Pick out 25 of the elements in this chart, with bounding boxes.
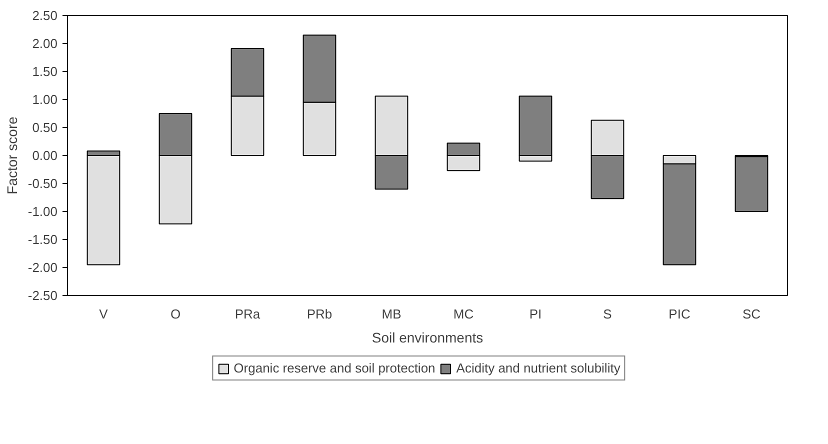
y-tick-label: -0.50 [28, 176, 58, 191]
legend-label: Organic reserve and soil protection [234, 360, 436, 376]
x-tick-label: PI [529, 306, 542, 322]
y-tick-label: 2.50 [32, 8, 58, 23]
y-tick-label: -2.00 [28, 260, 58, 275]
y-tick-label: 1.00 [32, 92, 58, 107]
y-axis-title: Factor score [4, 116, 20, 194]
y-tick-label: 0.50 [32, 120, 58, 135]
x-tick-label: SC [742, 306, 761, 322]
y-tick-label: 1.50 [32, 64, 58, 79]
x-tick-label: MC [453, 306, 474, 322]
x-tick-label: MB [382, 306, 402, 322]
x-tick-label: V [99, 306, 108, 322]
x-axis-title: Soil environments [372, 330, 484, 346]
y-tick-label: -1.50 [28, 232, 58, 247]
x-tick-label: PRa [234, 306, 261, 322]
y-tick-label: 0.00 [32, 148, 58, 163]
y-tick-label: -1.00 [28, 204, 58, 219]
legend-label: Acidity and nutrient solubility [456, 360, 620, 376]
x-tick-label: S [603, 306, 612, 322]
x-tick-label: PRb [306, 306, 332, 322]
y-tick-label: -2.50 [28, 288, 58, 303]
x-tick-label: PIC [668, 306, 690, 322]
y-tick-label: 2.00 [32, 36, 58, 51]
x-tick-label: O [170, 306, 181, 322]
